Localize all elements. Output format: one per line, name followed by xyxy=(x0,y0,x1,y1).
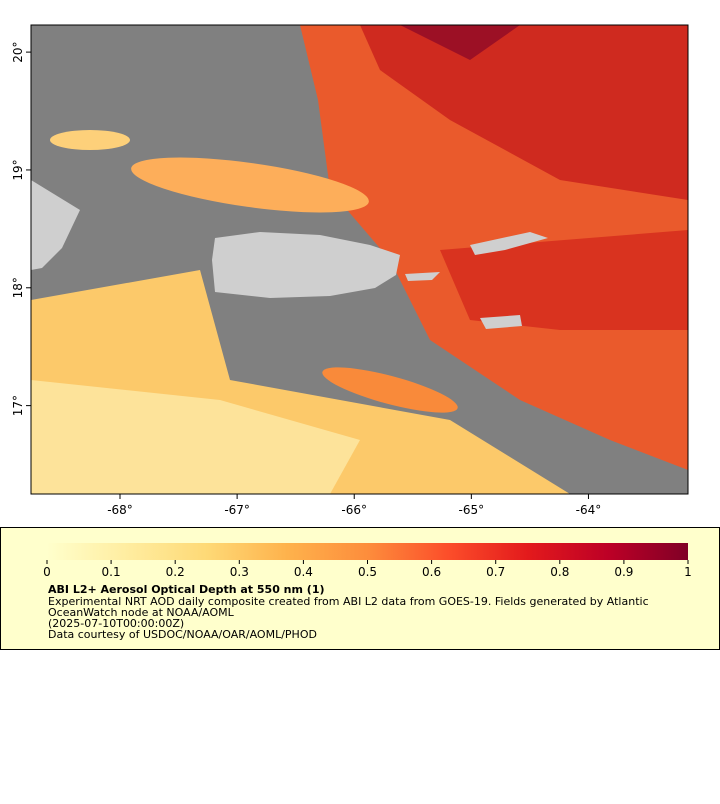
y-tick-label: 17° xyxy=(11,395,25,416)
y-tick-label: 18° xyxy=(11,277,25,298)
aod-plume xyxy=(131,157,369,213)
colorbar-tick-label: 0.8 xyxy=(550,565,569,579)
axes: -68° -67° -66° -65° -64° 17° 18° 19° 20° xyxy=(11,41,601,517)
legend-credit: Data courtesy of USDOC/NOAA/OAR/AOML/PHO… xyxy=(48,628,317,641)
x-tick-label: -64° xyxy=(576,503,602,517)
colorbar-tick-label: 0.6 xyxy=(422,565,441,579)
colorbar-tick-label: 0.5 xyxy=(358,565,377,579)
land-vieques xyxy=(405,272,440,281)
colorbar-tick-label: 0.3 xyxy=(230,565,249,579)
legend-title: ABI L2+ Aerosol Optical Depth at 550 nm … xyxy=(48,583,325,596)
colorbar-tick-label: 0.2 xyxy=(166,565,185,579)
legend-time: (2025-07-10T00:00:00Z) xyxy=(48,617,184,630)
legend-description-line: Experimental NRT AOD daily composite cre… xyxy=(48,595,649,619)
aod-lowest-region xyxy=(31,380,360,494)
colorbar-tick-label: 0.4 xyxy=(294,565,313,579)
x-tick-label: -68° xyxy=(107,503,133,517)
y-tick-label: 20° xyxy=(11,41,25,62)
aod-peak-region xyxy=(400,25,520,60)
aod-very-high-region xyxy=(360,25,688,200)
colorbar-ticks: 0 0.1 0.2 0.3 0.4 0.5 0.6 0.7 0.8 0.9 1 xyxy=(43,560,692,579)
x-tick-label: -67° xyxy=(224,503,250,517)
colorbar-tick-label: 0.7 xyxy=(486,565,505,579)
land-st-croix xyxy=(480,315,522,329)
aod-high-band xyxy=(440,230,688,330)
x-tick-label: -66° xyxy=(341,503,367,517)
colorbar-tick-label: 0 xyxy=(43,565,51,579)
map-image xyxy=(31,25,688,494)
colorbar xyxy=(47,543,688,560)
land-hispaniola xyxy=(31,180,80,270)
plot-frame xyxy=(30,24,689,495)
land-virgin-islands xyxy=(470,232,548,255)
x-tick-label: -65° xyxy=(459,503,485,517)
colorbar-tick-label: 1 xyxy=(684,565,692,579)
y-tick-label: 19° xyxy=(11,159,25,180)
colorbar-tick-label: 0.1 xyxy=(102,565,121,579)
aod-plume xyxy=(322,367,458,413)
colorbar-tick-label: 0.9 xyxy=(614,565,633,579)
land-puerto-rico xyxy=(212,232,400,298)
aod-plume xyxy=(50,130,130,150)
